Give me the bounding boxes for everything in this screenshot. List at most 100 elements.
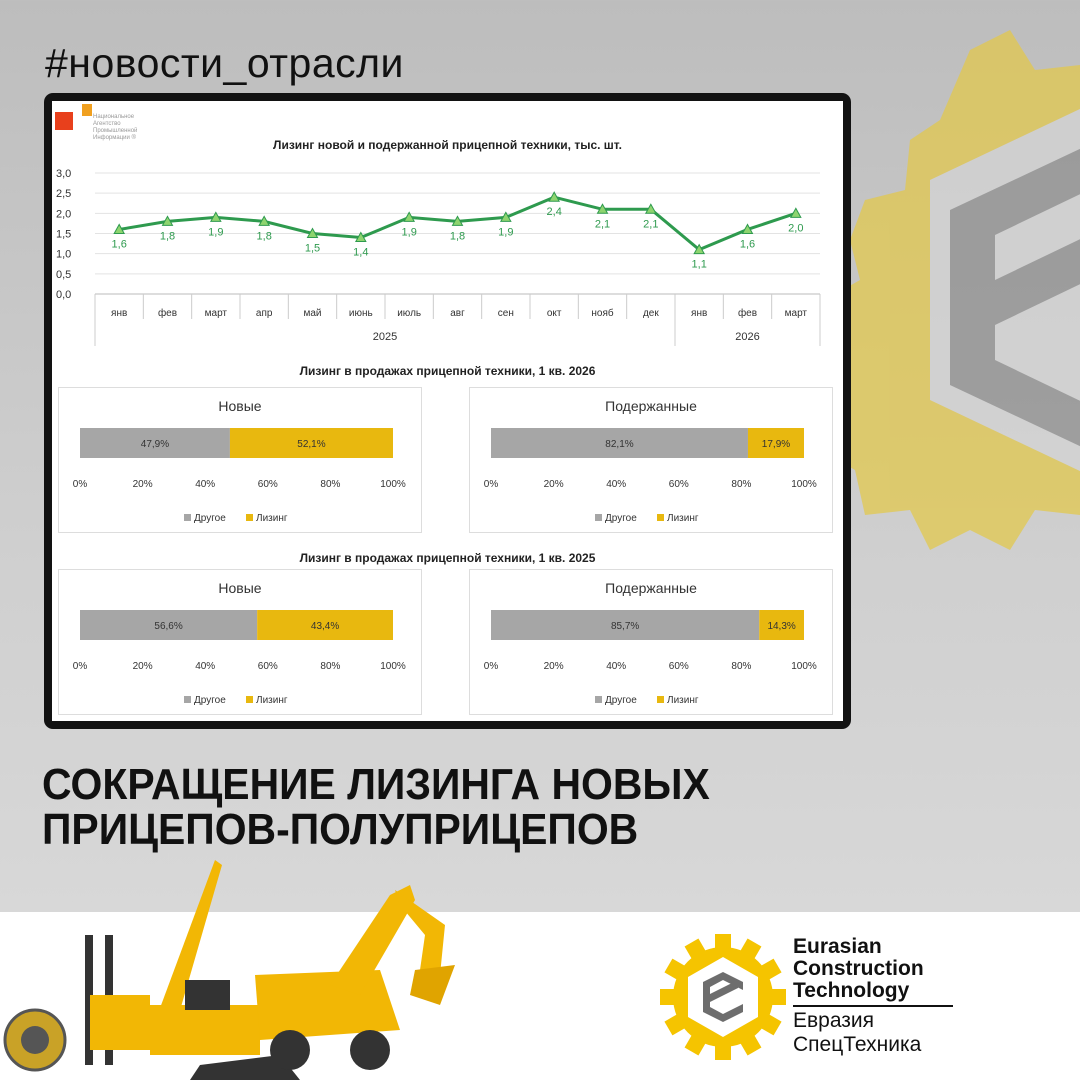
bar-data-label: 56,6% bbox=[154, 621, 182, 632]
data-point-marker bbox=[161, 215, 174, 226]
x-tick-label: 0% bbox=[484, 661, 499, 672]
gear-tooth bbox=[738, 938, 762, 963]
panel-title: Подержанные bbox=[605, 398, 697, 414]
x-tick-label: 0% bbox=[73, 661, 88, 672]
svg-text:Национальное: Национальное bbox=[93, 114, 135, 120]
legend-swatch bbox=[246, 696, 253, 703]
bar-data-label: 14,3% bbox=[767, 621, 795, 632]
y-tick-label: 3,0 bbox=[56, 168, 71, 180]
legend-swatch bbox=[184, 696, 191, 703]
x-tick-label: янв bbox=[691, 308, 707, 319]
panel-new: Новые 56,6% 43,4% 0% 20% 40% 60% 80% 100% Другое Л… bbox=[58, 569, 422, 715]
x-tick-label: 60% bbox=[258, 661, 278, 672]
x-tick-label: 80% bbox=[731, 661, 751, 672]
data-label: 1,1 bbox=[692, 259, 707, 271]
x-tick-label: март bbox=[205, 308, 228, 319]
x-tick-label: 40% bbox=[606, 479, 626, 490]
data-label: 2,1 bbox=[643, 218, 658, 230]
bar-data-label: 47,9% bbox=[141, 439, 169, 450]
data-label: 1,9 bbox=[402, 226, 417, 238]
x-tick-label: дек bbox=[643, 308, 659, 319]
panel-used: Подержанные 82,1% 17,9% 0% 20% 40% 60% 80% 100% Д… bbox=[469, 387, 833, 533]
bar-segment-leasing bbox=[229, 428, 393, 458]
data-label: 1,4 bbox=[353, 247, 368, 259]
data-point-marker bbox=[644, 203, 657, 214]
data-point-marker bbox=[403, 211, 416, 222]
bar-segment-other bbox=[491, 428, 748, 458]
brand-en-line-3: Technology bbox=[793, 979, 910, 1002]
x-tick-label: 20% bbox=[544, 661, 564, 672]
stacked-bar-chart: 47,9% 52,1% 0% 20% 40% 60% 80% 100% Другое Лизинг bbox=[73, 428, 406, 524]
bar-data-label: 43,4% bbox=[311, 621, 339, 632]
legend-swatch bbox=[184, 514, 191, 521]
data-label: 1,6 bbox=[740, 238, 755, 250]
year-group-label: 2026 bbox=[735, 331, 759, 343]
data-point-marker bbox=[306, 227, 319, 238]
x-tick-label: 60% bbox=[669, 479, 689, 490]
gear-tooth bbox=[664, 1012, 689, 1036]
x-tick-label: 20% bbox=[133, 479, 153, 490]
gear-tooth bbox=[738, 1031, 762, 1056]
y-tick-label: 2,5 bbox=[56, 188, 71, 200]
brand-logo-gear bbox=[660, 934, 786, 1060]
x-tick-label: 40% bbox=[606, 661, 626, 672]
bar-segment-leasing bbox=[257, 610, 393, 640]
data-point-marker bbox=[258, 215, 271, 226]
data-label: 1,8 bbox=[450, 230, 465, 242]
stacked-bar-chart: 85,7% 14,3% 0% 20% 40% 60% 80% 100% Другое Лизинг bbox=[484, 610, 817, 706]
background-gear-logo bbox=[820, 30, 1080, 550]
x-tick-label: 80% bbox=[731, 479, 751, 490]
brand-en-line-1: Eurasian bbox=[793, 935, 882, 958]
bar-section-title-2025: Лизинг в продажах прицепной техники, 1 к… bbox=[299, 551, 596, 565]
gear-tooth bbox=[684, 1031, 708, 1056]
data-point-marker bbox=[596, 203, 609, 214]
chart-sheet: Национальное Агентство Промышленной Инфо… bbox=[52, 101, 843, 721]
bar-segment-leasing bbox=[747, 428, 804, 458]
data-label: 1,8 bbox=[160, 230, 175, 242]
x-tick-label: май bbox=[303, 308, 321, 319]
panel-new: Новые 47,9% 52,1% 0% 20% 40% 60% 80% 100% Другое Л… bbox=[58, 387, 422, 533]
headline-line-1: СОКРАЩЕНИЕ ЛИЗИНГА НОВЫХ bbox=[42, 760, 710, 809]
panel-title: Подержанные bbox=[605, 580, 697, 596]
brand-ru-line-2: СпецТехника bbox=[793, 1033, 922, 1056]
brand-en-line-2: Construction bbox=[793, 957, 924, 980]
legend-label: Лизинг bbox=[256, 695, 288, 706]
data-point-marker bbox=[693, 243, 706, 255]
data-label: 2,4 bbox=[547, 206, 562, 218]
legend-swatch bbox=[657, 696, 664, 703]
data-label: 2,0 bbox=[788, 222, 803, 234]
construction-machinery-illustration bbox=[3, 860, 455, 1080]
x-tick-label: июнь bbox=[349, 308, 373, 319]
stacked-bar-chart: 82,1% 17,9% 0% 20% 40% 60% 80% 100% Другое Лизинг bbox=[484, 428, 817, 524]
data-label: 1,8 bbox=[257, 230, 272, 242]
gear-tooth bbox=[684, 938, 708, 963]
x-tick-label: 100% bbox=[791, 479, 817, 490]
gear-tooth bbox=[715, 934, 731, 952]
y-tick-label: 1,0 bbox=[56, 249, 71, 261]
line-chart: 0,0 0,5 1,0 1,5 2,0 2,5 3,0 янв фев март апр май июн… bbox=[56, 168, 821, 346]
x-tick-label: фев bbox=[738, 307, 757, 319]
svg-text:Промышленной: Промышленной bbox=[93, 127, 137, 134]
x-tick-label: 100% bbox=[791, 661, 817, 672]
x-tick-label: 0% bbox=[484, 479, 499, 490]
x-tick-label: янв bbox=[111, 308, 127, 319]
line-chart-title: Лизинг новой и подержанной прицепной тех… bbox=[273, 138, 622, 152]
data-label: 2,1 bbox=[595, 218, 610, 230]
y-tick-label: 1,5 bbox=[56, 229, 71, 241]
brand-name: Eurasian Construction Technology Евразия… bbox=[793, 936, 953, 1057]
x-tick-label: 40% bbox=[195, 661, 215, 672]
bar-segment-other bbox=[80, 428, 230, 458]
x-tick-label: авг bbox=[450, 308, 465, 319]
year-group-label: 2025 bbox=[373, 331, 397, 343]
data-point-marker bbox=[741, 223, 754, 234]
panel-title: Новые bbox=[218, 398, 262, 414]
legend-label: Другое bbox=[194, 513, 226, 524]
data-point-marker bbox=[548, 191, 561, 202]
chart-screenshot-frame: Национальное Агентство Промышленной Инфо… bbox=[44, 93, 851, 729]
svg-text:Информации ®: Информации ® bbox=[93, 134, 137, 141]
data-point-marker bbox=[499, 211, 512, 222]
headline-line-2: ПРИЦЕПОВ-ПОЛУПРИЦЕПОВ bbox=[42, 805, 639, 854]
stacked-bar-chart: 56,6% 43,4% 0% 20% 40% 60% 80% 100% Другое Лизинг bbox=[73, 610, 406, 706]
source-logo: Национальное Агентство Промышленной Инфо… bbox=[55, 104, 137, 141]
x-tick-label: июль bbox=[397, 308, 421, 319]
